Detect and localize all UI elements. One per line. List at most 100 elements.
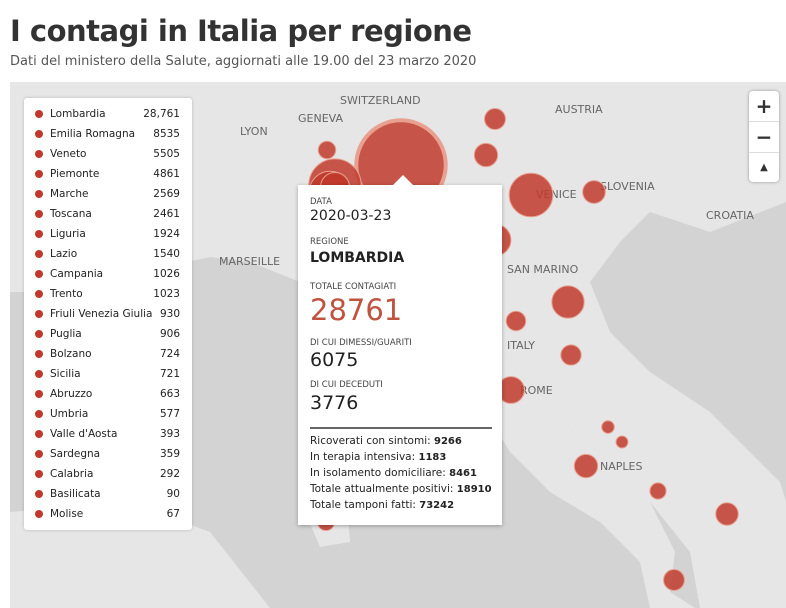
land xyxy=(10,82,786,608)
region-value: 1540 xyxy=(153,248,180,260)
bubble xyxy=(601,420,615,434)
legend: Lombardia 28,761 Emilia Romagna 8535 Veneto 5… xyxy=(24,98,192,530)
region-name: Umbria xyxy=(50,408,89,420)
bubble xyxy=(484,108,506,130)
map-label: SLOVENIA xyxy=(600,180,655,193)
label: DI CUI DIMESSI/GUARITI xyxy=(310,338,412,348)
region-name: Campania xyxy=(50,268,104,280)
region-value: 5505 xyxy=(153,148,180,160)
region-name: Calabria xyxy=(50,468,94,480)
label: TOTALE CONTAGIATI xyxy=(310,282,397,292)
region-value: 4861 xyxy=(153,168,180,180)
legend-row: Lombardia 28,761 xyxy=(24,106,192,122)
detail-label: Ricoverati con sintomi: xyxy=(310,435,431,447)
detail-row: In isolamento domiciliare: 8461 xyxy=(310,467,477,479)
legend-dot xyxy=(35,250,43,258)
legend-dot xyxy=(35,230,43,238)
region-value: 359 xyxy=(159,448,180,460)
legend-dot xyxy=(35,290,43,298)
legend-row: Marche 2569 xyxy=(24,186,192,202)
region-name: Piemonte xyxy=(50,168,100,180)
bubble xyxy=(663,569,685,591)
region-name: Liguria xyxy=(50,228,86,240)
region-name: Toscana xyxy=(50,208,92,220)
region-value: 67 xyxy=(166,508,180,520)
map-label: SWITZERLAND xyxy=(340,94,421,107)
region-value: 1023 xyxy=(153,288,180,300)
bubble xyxy=(317,140,337,160)
detail-row: Totale attualmente positivi: 18910 xyxy=(310,483,492,495)
map-label: NAPLES xyxy=(600,460,642,473)
map-label: GENEVA xyxy=(298,112,343,125)
region-name: Emilia Romagna xyxy=(50,128,136,140)
legend-row: Emilia Romagna 8535 xyxy=(24,126,192,142)
region-name: Trento xyxy=(50,288,83,300)
region-value: 393 xyxy=(159,428,180,440)
legend-row: Piemonte 4861 xyxy=(24,166,192,182)
bubble xyxy=(473,142,499,168)
label: DATA xyxy=(310,197,332,207)
map-label: VIENNA xyxy=(722,82,764,85)
date: 2020-03-23 xyxy=(310,208,392,224)
legend-dot xyxy=(35,490,43,498)
detail-row: Ricoverati con sintomi: 9266 xyxy=(310,435,462,447)
legend-row: Abruzzo 663 xyxy=(24,386,192,402)
region-name: Molise xyxy=(50,508,84,520)
bubble xyxy=(551,285,585,319)
region-value: 90 xyxy=(166,488,180,500)
legend-dot xyxy=(35,130,43,138)
detail-row: Totale tamponi fatti: 73242 xyxy=(310,499,454,511)
legend-row: Puglia 906 xyxy=(24,326,192,342)
map-label: MARSEILLE xyxy=(219,255,280,268)
detail-value: 8461 xyxy=(449,468,477,479)
detail-label: In isolamento domiciliare: xyxy=(310,467,446,479)
region-name: Lazio xyxy=(50,248,78,260)
detail-value: 18910 xyxy=(456,484,492,495)
recovered: 6075 xyxy=(310,349,359,371)
region-value: 724 xyxy=(159,348,180,360)
legend-row: Umbria 577 xyxy=(24,406,192,422)
bubble xyxy=(508,172,554,218)
detail-value: 73242 xyxy=(419,500,455,511)
subtitle: Dati del ministero della Salute, aggiorn… xyxy=(10,54,477,69)
region-name: Sardegna xyxy=(50,448,101,460)
region-value: 8535 xyxy=(153,128,180,140)
legend-dot xyxy=(35,410,43,418)
region-value: 1026 xyxy=(153,268,180,280)
legend-dot xyxy=(35,470,43,478)
zoom-in[interactable]: + xyxy=(749,91,779,122)
legend-row: Calabria 292 xyxy=(24,466,192,482)
legend-row: Sardegna 359 xyxy=(24,446,192,462)
map-label: AUSTRIA xyxy=(555,103,603,116)
region-value: 577 xyxy=(159,408,180,420)
legend-row: Liguria 1924 xyxy=(24,226,192,242)
region-name: Valle d'Aosta xyxy=(50,428,118,440)
label: REGIONE xyxy=(310,237,349,247)
map-label: SAN MARINO xyxy=(507,263,579,276)
legend-dot xyxy=(35,330,43,338)
legend-row: Campania 1026 xyxy=(24,266,192,282)
region-value: 2461 xyxy=(153,208,180,220)
legend-row: Toscana 2461 xyxy=(24,206,192,222)
zoom-controls: + − ▲ xyxy=(749,91,779,182)
detail-row: In terapia intensiva: 1183 xyxy=(310,451,446,463)
region-name: Basilicata xyxy=(50,488,101,500)
bubble xyxy=(715,502,739,526)
zoom-out[interactable]: − xyxy=(749,122,779,153)
region-value: 2569 xyxy=(153,188,180,200)
region-value: 663 xyxy=(159,388,180,400)
region-name: Puglia xyxy=(50,328,82,340)
reset[interactable]: ▲ xyxy=(760,162,768,173)
region-value: 292 xyxy=(159,468,180,480)
region-name: Marche xyxy=(50,188,89,200)
bubble xyxy=(615,435,629,449)
bubble xyxy=(582,180,606,204)
tooltip: DATA 2020-03-23 REGIONE LOMBARDIA TOTALE… xyxy=(298,175,502,525)
region-value: 930 xyxy=(159,308,180,320)
bubble xyxy=(573,453,599,479)
detail-value: 1183 xyxy=(418,452,447,463)
legend-row: Friuli Venezia Giulia 930 xyxy=(24,306,192,322)
legend-dot xyxy=(35,430,43,438)
legend-row: Sicilia 721 xyxy=(24,366,192,382)
legend-dot xyxy=(35,270,43,278)
